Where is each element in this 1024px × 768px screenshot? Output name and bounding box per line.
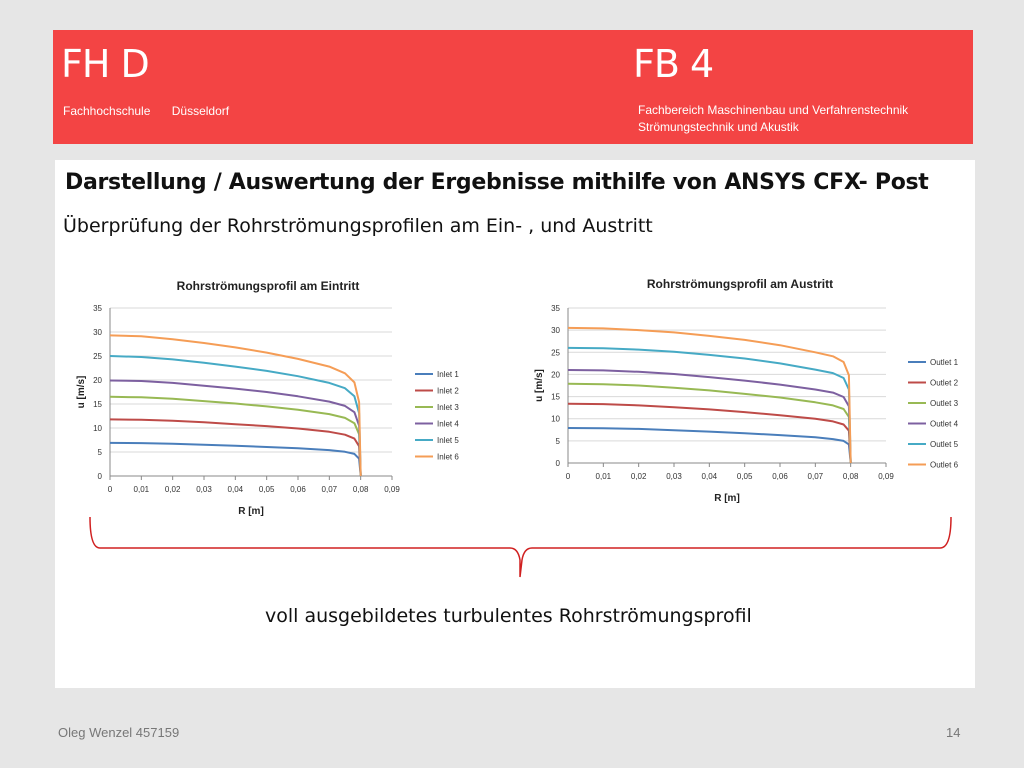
logo-fb4: FB 4 [633, 42, 714, 86]
chart0-series-line-3 [109, 395, 362, 477]
chart1-x-tick-label: 0,08 [843, 472, 859, 481]
chart1-series-line-5 [567, 346, 852, 464]
chart1-legend-label-5: Outlet 5 [930, 440, 959, 449]
chart1-legend-label-6: Outlet 6 [930, 461, 959, 470]
department-name: Fachbereich Maschinenbau und Verfahrenst… [638, 102, 908, 136]
chart0-series-line-5 [109, 355, 362, 477]
chart-inlet: Rohrströmungsprofil am Eintritt 0 5 10 15 20 2… [70, 270, 490, 525]
chart1-series-line-2 [567, 402, 852, 464]
chart-outlet-svg: Rohrströmungsprofil am Austritt 0 5 10 15 20 2… [534, 277, 959, 504]
chart0-y-tick-label: 15 [93, 400, 102, 409]
chart0-legend-label-4: Inlet 4 [437, 420, 459, 429]
slide-content: Darstellung / Auswertung der Ergebnisse … [55, 160, 975, 688]
chart0-x-tick-label: 0,02 [165, 485, 181, 494]
chart0-series-line-1 [109, 441, 362, 477]
chart0-x-tick-label: 0,07 [322, 485, 338, 494]
chart1-legend-label-1: Outlet 1 [930, 358, 959, 367]
chart1-y-tick-label: 20 [551, 370, 560, 379]
chart1-x-tick-label: 0,01 [596, 472, 612, 481]
chart0-title: Rohrströmungsprofil am Eintritt [177, 279, 360, 293]
chart1-x-tick-label: 0,04 [702, 472, 718, 481]
chart0-y-tick-label: 20 [93, 376, 102, 385]
chart0-y-tick-label: 0 [98, 472, 103, 481]
chart0-legend-label-2: Inlet 2 [437, 387, 459, 396]
chart1-x-tick-label: 0 [566, 472, 571, 481]
chart1-series-line-4 [567, 369, 852, 464]
chart1-x-tick-label: 0,06 [772, 472, 788, 481]
chart0-y-tick-label: 10 [93, 424, 102, 433]
chart1-legend-label-2: Outlet 2 [930, 379, 959, 388]
chart0-x-tick-label: 0,01 [134, 485, 150, 494]
slide-subheading: Überprüfung der Rohrströmungsprofilen am… [63, 215, 653, 237]
institution-name: Fachhochschule Düsseldorf [63, 104, 247, 118]
chart1-x-tick-label: 0,09 [878, 472, 894, 481]
chart1-x-tick-label: 0,07 [808, 472, 824, 481]
conclusion-text: voll ausgebildetes turbulentes Rohrström… [265, 605, 752, 627]
chart0-series-line-2 [109, 418, 362, 477]
chart0-x-tick-label: 0,09 [384, 485, 400, 494]
chart-outlet: Rohrströmungsprofil am Austritt 0 5 10 15 20 2… [530, 268, 975, 523]
chart0-y-tick-label: 30 [93, 328, 102, 337]
chart-inlet-svg: Rohrströmungsprofil am Eintritt 0 5 10 15 20 2… [76, 279, 459, 517]
chart0-x-tick-label: 0 [108, 485, 113, 494]
curly-brace [89, 516, 952, 578]
chart1-y-tick-label: 30 [551, 326, 560, 335]
chart1-y-tick-label: 35 [551, 304, 560, 313]
chart1-x-axis-label: R [m] [714, 493, 740, 504]
chart1-y-tick-label: 15 [551, 393, 560, 402]
chart0-series-line-4 [109, 379, 362, 477]
chart1-title: Rohrströmungsprofil am Austritt [647, 277, 833, 291]
logo-fhd: FH D [61, 42, 150, 86]
chart1-series-line-6 [567, 326, 852, 464]
chart0-x-tick-label: 0,05 [259, 485, 275, 494]
chart0-y-axis-label: u [m/s] [76, 376, 87, 409]
chart0-x-tick-label: 0,06 [290, 485, 306, 494]
chart1-y-tick-label: 0 [556, 459, 561, 468]
chart1-legend-label-4: Outlet 4 [930, 420, 959, 429]
department-line-1: Fachbereich Maschinenbau und Verfahrenst… [638, 103, 909, 117]
chart1-series-line-3 [567, 382, 852, 464]
chart0-x-tick-label: 0,04 [228, 485, 244, 494]
institution-name-part1: Fachhochschule [63, 104, 151, 118]
chart0-x-tick-label: 0,08 [353, 485, 369, 494]
chart1-y-tick-label: 5 [556, 437, 561, 446]
institution-name-part2: Düsseldorf [171, 104, 230, 118]
page-number: 14 [946, 725, 961, 740]
chart0-legend-label-3: Inlet 3 [437, 403, 459, 412]
chart1-y-axis-label: u [m/s] [534, 369, 545, 402]
chart0-legend-label-6: Inlet 6 [437, 453, 459, 462]
chart0-x-axis-label: R [m] [238, 506, 264, 517]
chart0-y-tick-label: 35 [93, 304, 102, 313]
chart0-legend-label-1: Inlet 1 [437, 370, 459, 379]
chart0-y-tick-label: 25 [93, 352, 102, 361]
chart1-x-tick-label: 0,03 [666, 472, 682, 481]
chart1-legend-label-3: Outlet 3 [930, 399, 959, 408]
chart0-y-tick-label: 5 [98, 448, 103, 457]
chart1-x-tick-label: 0,02 [631, 472, 647, 481]
chart1-x-tick-label: 0,05 [737, 472, 753, 481]
chart0-x-tick-label: 0,03 [196, 485, 212, 494]
slide-heading: Darstellung / Auswertung der Ergebnisse … [65, 170, 929, 195]
chart1-series-line-1 [567, 427, 852, 464]
chart1-y-tick-label: 10 [551, 415, 560, 424]
department-line-2: Strömungstechnik und Akustik [638, 120, 799, 134]
header-banner: FH D FB 4 Fachhochschule Düsseldorf Fach… [53, 30, 973, 144]
chart1-y-tick-label: 25 [551, 348, 560, 357]
chart0-series-line-6 [109, 334, 362, 477]
chart0-legend-label-5: Inlet 5 [437, 436, 459, 445]
footer-author: Oleg Wenzel 457159 [58, 725, 180, 740]
